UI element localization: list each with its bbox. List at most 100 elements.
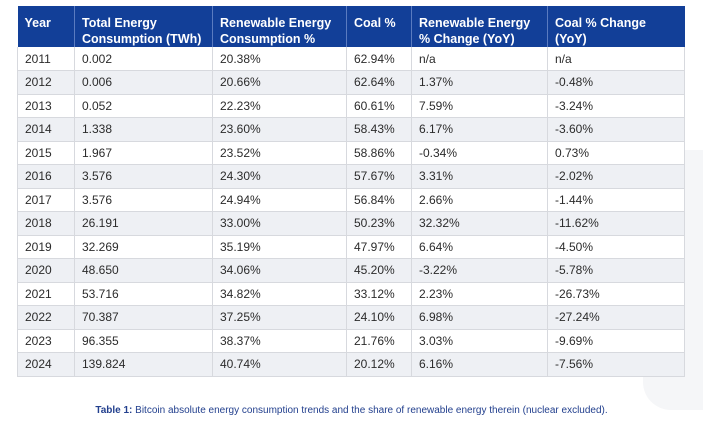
cell-year: 2019	[17, 235, 75, 259]
cell-renewable-pct: 23.60%	[212, 117, 347, 142]
cell-coal-pct: 62.94%	[346, 47, 412, 71]
cell-coal-change: -9.69%	[547, 329, 685, 353]
cell-total-energy: 139.824	[74, 352, 213, 377]
cell-total-energy: 48.650	[74, 258, 213, 283]
cell-coal-change: -26.73%	[547, 282, 685, 306]
table-row: 2012 0.006 20.66% 62.64% 1.37% -0.48%	[17, 70, 685, 95]
header-renewable-change: Renewable Energy % Change (YoY)	[411, 6, 548, 47]
cell-coal-change: -0.48%	[547, 70, 685, 95]
cell-renewable-pct: 38.37%	[212, 329, 347, 353]
cell-total-energy: 1.967	[74, 141, 213, 165]
cell-renewable-pct: 34.06%	[212, 258, 347, 283]
cell-year: 2017	[17, 188, 75, 212]
cell-renewable-pct: 23.52%	[212, 141, 347, 165]
cell-coal-pct: 56.84%	[346, 188, 412, 212]
cell-renewable-pct: 20.38%	[212, 47, 347, 71]
cell-year: 2021	[17, 282, 75, 306]
header-coal-change: Coal % Change (YoY)	[547, 6, 685, 47]
table-row: 2021 53.716 34.82% 33.12% 2.23% -26.73%	[17, 282, 685, 306]
cell-year: 2018	[17, 211, 75, 236]
cell-total-energy: 0.006	[74, 70, 213, 95]
energy-table: Year Total Energy Consumption (TWh) Rene…	[17, 6, 685, 377]
cell-total-energy: 0.002	[74, 47, 213, 71]
table-row: 2024 139.824 40.74% 20.12% 6.16% -7.56%	[17, 352, 685, 377]
cell-total-energy: 32.269	[74, 235, 213, 259]
cell-year: 2020	[17, 258, 75, 283]
cell-renewable-pct: 40.74%	[212, 352, 347, 377]
table-header: Year Total Energy Consumption (TWh) Rene…	[17, 6, 685, 47]
cell-renewable-change: 1.37%	[411, 70, 548, 95]
cell-renewable-change: 6.16%	[411, 352, 548, 377]
table-body: 2011 0.002 20.38% 62.94% n/a n/a 2012 0.006 20.6…	[17, 47, 685, 377]
table-row: 2023 96.355 38.37% 21.76% 3.03% -9.69%	[17, 329, 685, 353]
cell-coal-pct: 60.61%	[346, 94, 412, 118]
cell-total-energy: 0.052	[74, 94, 213, 118]
cell-renewable-change: 3.03%	[411, 329, 548, 353]
cell-renewable-change: -0.34%	[411, 141, 548, 165]
cell-year: 2016	[17, 164, 75, 189]
cell-renewable-pct: 34.82%	[212, 282, 347, 306]
cell-coal-pct: 24.10%	[346, 305, 412, 330]
table-row: 2011 0.002 20.38% 62.94% n/a n/a	[17, 47, 685, 71]
cell-renewable-pct: 22.23%	[212, 94, 347, 118]
cell-year: 2024	[17, 352, 75, 377]
cell-coal-pct: 58.86%	[346, 141, 412, 165]
cell-coal-change: 0.73%	[547, 141, 685, 165]
cell-coal-change: n/a	[547, 47, 685, 71]
cell-renewable-change: 3.31%	[411, 164, 548, 189]
cell-coal-pct: 50.23%	[346, 211, 412, 236]
cell-coal-pct: 47.97%	[346, 235, 412, 259]
header-total-energy: Total Energy Consumption (TWh)	[74, 6, 213, 47]
cell-coal-change: -27.24%	[547, 305, 685, 330]
cell-renewable-change: 32.32%	[411, 211, 548, 236]
cell-coal-change: -3.24%	[547, 94, 685, 118]
table-row: 2022 70.387 37.25% 24.10% 6.98% -27.24%	[17, 305, 685, 330]
cell-total-energy: 3.576	[74, 188, 213, 212]
cell-year: 2014	[17, 117, 75, 142]
cell-coal-change: -7.56%	[547, 352, 685, 377]
cell-total-energy: 70.387	[74, 305, 213, 330]
table-row: 2018 26.191 33.00% 50.23% 32.32% -11.62%	[17, 211, 685, 236]
table-row: 2017 3.576 24.94% 56.84% 2.66% -1.44%	[17, 188, 685, 212]
cell-renewable-change: 6.98%	[411, 305, 548, 330]
cell-total-energy: 53.716	[74, 282, 213, 306]
cell-renewable-change: 6.17%	[411, 117, 548, 142]
header-row: Year Total Energy Consumption (TWh) Rene…	[17, 6, 685, 47]
cell-renewable-change: n/a	[411, 47, 548, 71]
cell-coal-pct: 21.76%	[346, 329, 412, 353]
cell-renewable-pct: 33.00%	[212, 211, 347, 236]
cell-coal-pct: 20.12%	[346, 352, 412, 377]
cell-renewable-change: 2.66%	[411, 188, 548, 212]
cell-year: 2015	[17, 141, 75, 165]
cell-year: 2011	[17, 47, 75, 71]
cell-coal-change: -11.62%	[547, 211, 685, 236]
cell-coal-pct: 62.64%	[346, 70, 412, 95]
cell-total-energy: 26.191	[74, 211, 213, 236]
cell-year: 2022	[17, 305, 75, 330]
cell-renewable-pct: 35.19%	[212, 235, 347, 259]
cell-coal-change: -2.02%	[547, 164, 685, 189]
cell-renewable-change: 6.64%	[411, 235, 548, 259]
cell-total-energy: 1.338	[74, 117, 213, 142]
cell-year: 2023	[17, 329, 75, 353]
cell-renewable-change: -3.22%	[411, 258, 548, 283]
energy-table-container: Year Total Energy Consumption (TWh) Rene…	[17, 6, 685, 377]
cell-total-energy: 96.355	[74, 329, 213, 353]
table-row: 2015 1.967 23.52% 58.86% -0.34% 0.73%	[17, 141, 685, 165]
cell-renewable-change: 7.59%	[411, 94, 548, 118]
table-row: 2014 1.338 23.60% 58.43% 6.17% -3.60%	[17, 117, 685, 142]
caption-label: Table 1:	[95, 405, 133, 416]
cell-coal-pct: 45.20%	[346, 258, 412, 283]
cell-coal-change: -3.60%	[547, 117, 685, 142]
cell-coal-change: -1.44%	[547, 188, 685, 212]
cell-year: 2012	[17, 70, 75, 95]
cell-renewable-change: 2.23%	[411, 282, 548, 306]
table-row: 2019 32.269 35.19% 47.97% 6.64% -4.50%	[17, 235, 685, 259]
header-year: Year	[17, 6, 75, 47]
cell-coal-pct: 58.43%	[346, 117, 412, 142]
cell-coal-change: -5.78%	[547, 258, 685, 283]
cell-coal-change: -4.50%	[547, 235, 685, 259]
table-row: 2020 48.650 34.06% 45.20% -3.22% -5.78%	[17, 258, 685, 283]
cell-year: 2013	[17, 94, 75, 118]
cell-renewable-pct: 20.66%	[212, 70, 347, 95]
